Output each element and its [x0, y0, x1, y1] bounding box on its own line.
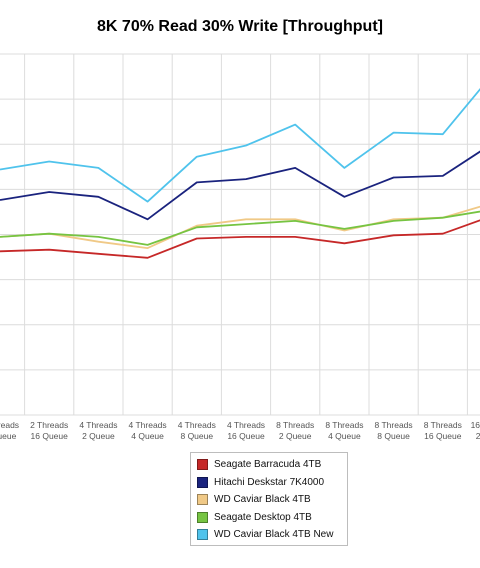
legend-label: Hitachi Deskstar 7K4000	[214, 476, 325, 488]
legend-label: Seagate Desktop 4TB	[214, 511, 312, 523]
x-tick-label: 8 Threads 2 Queue	[276, 420, 314, 441]
x-tick-label: 8 Threads 4 Queue	[325, 420, 363, 441]
x-tick-label: 8 Threads 8 Queue	[375, 420, 413, 441]
series-line	[0, 205, 480, 250]
legend-item: Hitachi Deskstar 7K4000	[197, 474, 341, 492]
series-line	[0, 219, 480, 259]
x-tick-label: 2 Threads 16 Queue	[30, 420, 68, 441]
chart-title: 8K 70% Read 30% Write [Throughput]	[97, 18, 383, 35]
x-tick-label: 4 Threads 8 Queue	[178, 420, 216, 441]
x-tick-label: 4 Threads 4 Queue	[129, 420, 167, 441]
legend-label: WD Caviar Black 4TB	[214, 494, 311, 506]
series-line	[0, 210, 480, 246]
chart-legend: Seagate Barracuda 4TB Hitachi Deskstar 7K…	[190, 452, 348, 546]
legend-item: Seagate Desktop 4TB	[197, 509, 341, 527]
legend-swatch	[197, 459, 208, 471]
legend-swatch	[197, 529, 208, 541]
legend-swatch	[197, 476, 208, 488]
x-tick-label: 4 Threads 2 Queue	[79, 420, 117, 441]
legend-item: Seagate Barracuda 4TB	[197, 456, 341, 474]
x-tick-label: 8 Threads 16 Queue	[424, 420, 462, 441]
legend-label: Seagate Barracuda 4TB	[214, 459, 322, 471]
legend-item: WD Caviar Black 4TB	[197, 491, 341, 509]
legend-swatch	[197, 494, 208, 506]
x-tick-label: 4 Threads 16 Queue	[227, 420, 265, 441]
series-line	[0, 150, 480, 221]
legend-swatch	[197, 511, 208, 523]
legend-label: WD Caviar Black 4TB New	[214, 529, 334, 541]
series-line	[0, 87, 480, 203]
legend-item: WD Caviar Black 4TB New	[197, 526, 341, 544]
